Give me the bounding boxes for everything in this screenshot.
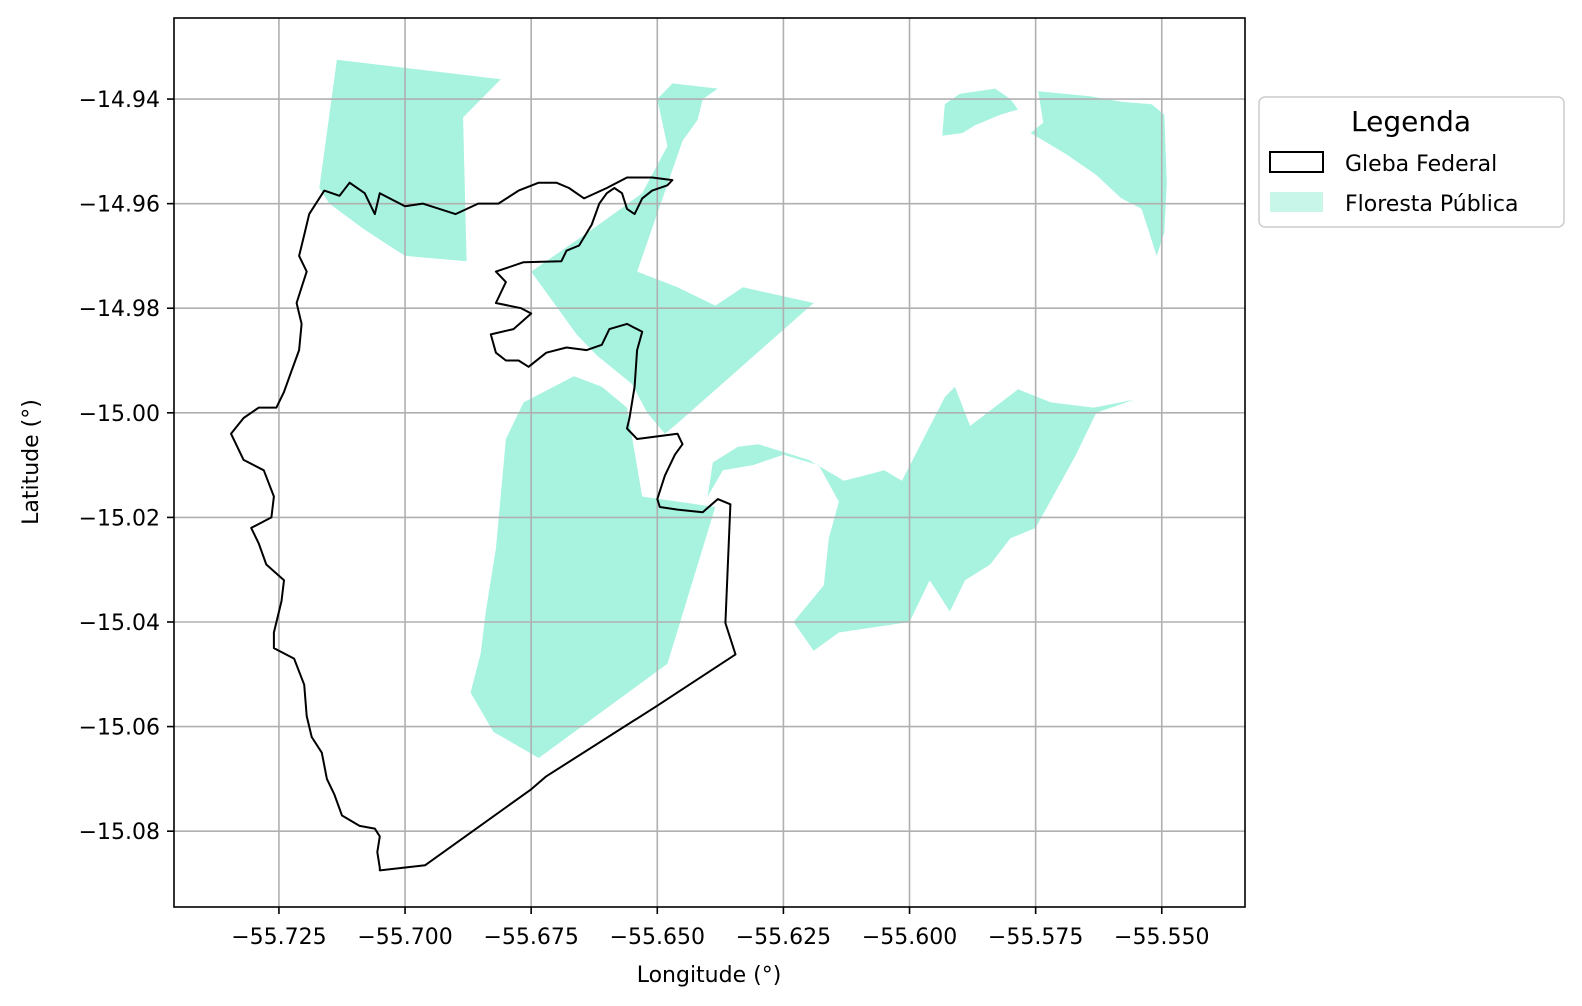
- plot-frame: [173, 17, 1246, 908]
- y-tick-label: −15.00: [79, 402, 160, 427]
- y-tick-label: −15.02: [79, 506, 160, 531]
- gleba-outline-1: [230, 176, 737, 872]
- legend-label-floresta: Floresta Pública: [1345, 192, 1518, 217]
- x-tick-label: −55.650: [610, 925, 705, 950]
- legend: Legenda Gleba Federal Floresta Pública: [1258, 96, 1565, 228]
- legend-swatch-gleba: [1269, 151, 1324, 173]
- floresta-polygon-6: [1030, 91, 1167, 256]
- x-tick-label: −55.700: [357, 925, 452, 950]
- legend-frame: [1258, 96, 1565, 228]
- x-tick-label: −55.550: [1114, 925, 1209, 950]
- grid-lines: [174, 18, 1245, 907]
- legend-label-gleba: Gleba Federal: [1345, 152, 1497, 177]
- x-tick-label: −55.575: [988, 925, 1083, 950]
- y-axis-ticks: −14.94 −14.96 −14.98 −15.00 −15.02 −15.04 −15.…: [79, 88, 174, 845]
- x-tick-label: −55.725: [231, 925, 326, 950]
- y-tick-label: −15.06: [79, 716, 160, 741]
- floresta-polygon-4: [707, 386, 1134, 651]
- x-tick-label: −55.625: [736, 925, 831, 950]
- y-tick-label: −14.94: [79, 88, 160, 113]
- y-axis-title: Latitude (°): [19, 399, 44, 525]
- floresta-polygon-1: [319, 59, 501, 262]
- x-tick-label: −55.600: [862, 925, 957, 950]
- legend-title: Legenda: [1351, 105, 1471, 138]
- legend-swatch-floresta: [1270, 192, 1323, 212]
- x-tick-label: −55.675: [483, 925, 578, 950]
- y-tick-label: −15.08: [79, 820, 160, 845]
- gleba-federal-layer: [230, 176, 737, 872]
- y-tick-label: −15.04: [79, 611, 160, 636]
- y-tick-label: −14.96: [79, 193, 160, 218]
- x-axis-ticks: −55.725 −55.700 −55.675 −55.650 −55.625 −55.6…: [231, 907, 1209, 950]
- x-axis-title: Longitude (°): [637, 963, 782, 988]
- floresta-polygon-5: [942, 88, 1018, 136]
- floresta-polygon-2: [531, 83, 814, 434]
- y-tick-label: −14.98: [79, 297, 160, 322]
